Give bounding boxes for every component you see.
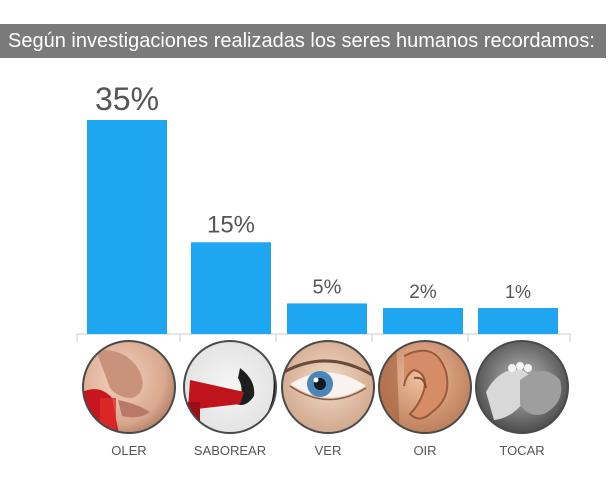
category-label-saborear: SABOREAR [194,443,266,458]
value-labels: 35% 15% 5% 2% 1% [95,81,531,303]
category-label-tocar: TOCAR [499,443,544,458]
nose-smelling-icon [82,340,176,434]
ear-icon [378,340,472,434]
bar-oir [383,308,463,334]
mouth-tasting-icon [183,340,277,434]
chart-title: Según investigaciones realizadas los ser… [8,30,595,52]
category-label-ver: VER [315,443,342,458]
bar-saborear [191,242,271,334]
bars [87,120,558,334]
value-label-oir: 2% [409,282,437,303]
hands-touching-icon [475,340,569,434]
value-label-ver: 5% [313,276,342,298]
bar-ver [287,303,367,334]
value-label-oler: 35% [95,81,159,117]
value-label-tocar: 1% [505,282,531,302]
bar-oler [87,120,167,334]
value-label-saborear: 15% [207,211,255,238]
bar-tocar [478,308,558,334]
category-labels: OLER SABOREAR VER OIR TOCAR [111,443,544,458]
eye-icon [281,340,375,434]
category-label-oir: OIR [413,443,436,458]
x-axis-ticks [76,334,571,342]
category-label-oler: OLER [111,443,146,458]
title-bar: Según investigaciones realizadas los ser… [0,24,606,58]
